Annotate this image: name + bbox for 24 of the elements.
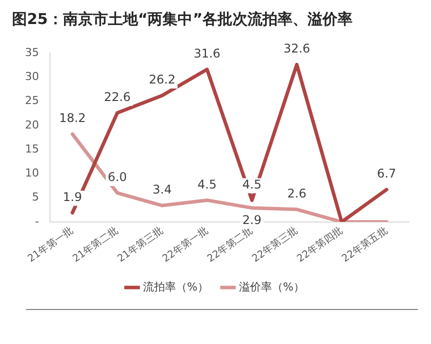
data-label: 2.6: [287, 186, 306, 201]
y-tick-label: -: [35, 214, 40, 228]
data-label: 6.0: [108, 170, 127, 184]
data-label: 18.2: [59, 111, 86, 126]
data-label: 2.9: [242, 213, 262, 228]
data-label: 4.5: [198, 177, 217, 192]
data-label: 31.6: [194, 46, 220, 61]
y-tick-label: 15: [24, 142, 39, 156]
y-tick-label: 30: [24, 70, 39, 83]
data-label: 4.5: [242, 177, 262, 192]
data-label: 1.9: [62, 190, 82, 204]
y-tick-label: 10: [24, 166, 39, 180]
y-tick-label: 25: [24, 94, 39, 108]
y-tick-label: 35: [24, 46, 39, 59]
data-label: 32.6: [283, 42, 310, 56]
data-label: 26.2: [148, 72, 176, 87]
y-tick-label: 5: [32, 190, 39, 204]
legend-label: 流拍率（%）: [143, 280, 208, 294]
data-label: 3.4: [152, 182, 172, 197]
y-tick-label: 20: [24, 118, 39, 132]
data-label: 6.7: [377, 166, 396, 181]
chart-title: 图25：南京市土地“两集中”各批次流拍率、溢价率: [11, 9, 354, 30]
data-label: 22.6: [104, 90, 131, 104]
legend-label: 溢价率（%）: [239, 280, 304, 294]
